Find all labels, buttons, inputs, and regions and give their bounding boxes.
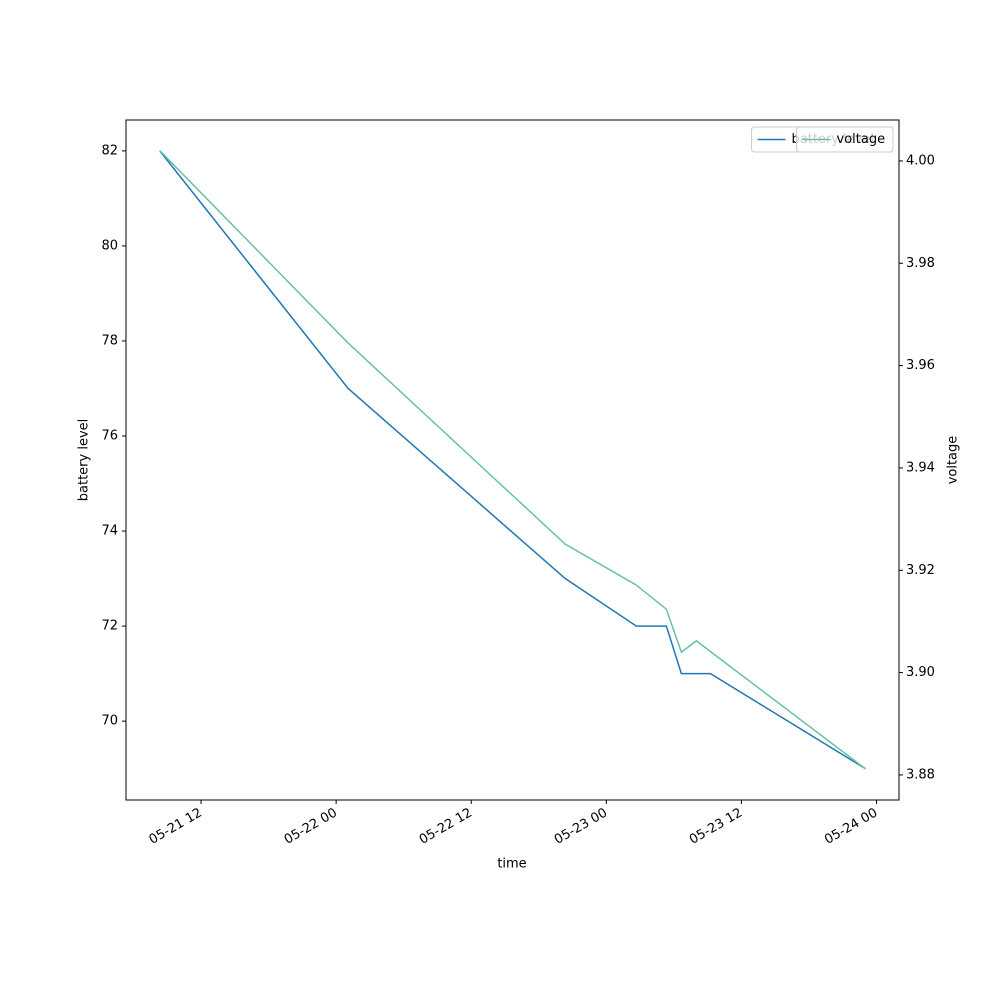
x-tick-label: 05-24 00 <box>822 806 880 848</box>
data-line <box>159 150 866 770</box>
x-tick-label: 05-22 12 <box>417 806 475 848</box>
y2-tick-label: 3.96 <box>906 358 935 373</box>
x-tick-label: 05-22 00 <box>282 806 340 848</box>
y2-tick-label: 3.88 <box>906 767 935 782</box>
y-tick-label: 78 <box>101 333 118 348</box>
x-tick-label: 05-23 00 <box>552 806 610 848</box>
y2-tick-label: 3.94 <box>906 460 935 475</box>
legend-box <box>796 126 894 153</box>
y-tick-label: 74 <box>101 524 118 539</box>
y-tick-label: 70 <box>101 714 118 729</box>
data-line <box>159 150 866 770</box>
y-tick-label: 72 <box>101 619 118 634</box>
y2-tick-label: 3.92 <box>906 563 935 578</box>
x-tick-label: 05-21 12 <box>147 806 205 848</box>
y2-tick-label: 3.90 <box>906 665 935 680</box>
y2-tick-label: 3.98 <box>906 256 935 271</box>
y-tick-label: 82 <box>101 143 118 158</box>
legend: voltage <box>796 126 894 153</box>
y-axis-label: battery level <box>77 419 92 502</box>
x-tick-label: 05-23 12 <box>687 806 745 848</box>
plot-frame <box>125 119 900 801</box>
y-tick-label: 76 <box>101 429 118 444</box>
x-axis-label: time <box>497 857 526 872</box>
y2-tick-label: 4.00 <box>906 153 935 168</box>
legend-label: voltage <box>837 132 886 147</box>
y2-axis-label: voltage <box>946 436 961 485</box>
y-tick-label: 80 <box>101 238 118 253</box>
